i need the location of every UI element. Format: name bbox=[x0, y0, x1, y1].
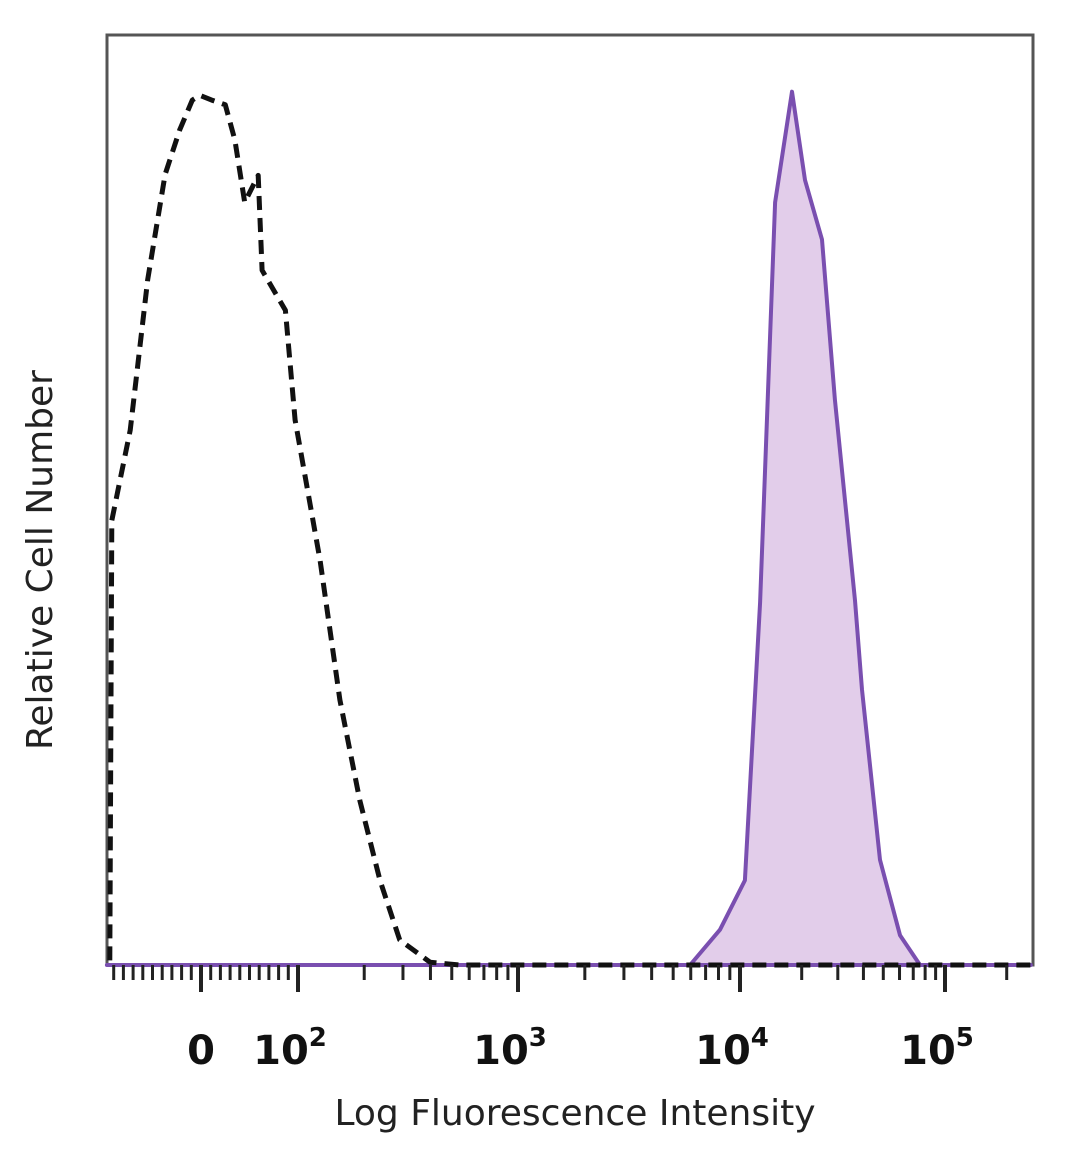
plot-frame bbox=[105, 33, 1035, 967]
series-layer bbox=[104, 89, 1033, 968]
x-ticks bbox=[112, 965, 1009, 992]
x-tick-label: 104 bbox=[695, 1023, 769, 1074]
y-axis-label: Relative Cell Number bbox=[20, 370, 61, 750]
x-tick-label: 102 bbox=[253, 1023, 327, 1074]
x-tick-label: 103 bbox=[473, 1023, 547, 1074]
stained-histogram bbox=[104, 89, 1033, 967]
x-axis-label: Log Fluorescence Intensity bbox=[334, 1093, 815, 1134]
x-tick-label: 0 bbox=[187, 1028, 215, 1074]
x-tick-labels: 0 102 103 104 105 bbox=[187, 1023, 974, 1074]
control-histogram bbox=[107, 92, 1031, 968]
x-tick-label: 105 bbox=[900, 1023, 974, 1074]
